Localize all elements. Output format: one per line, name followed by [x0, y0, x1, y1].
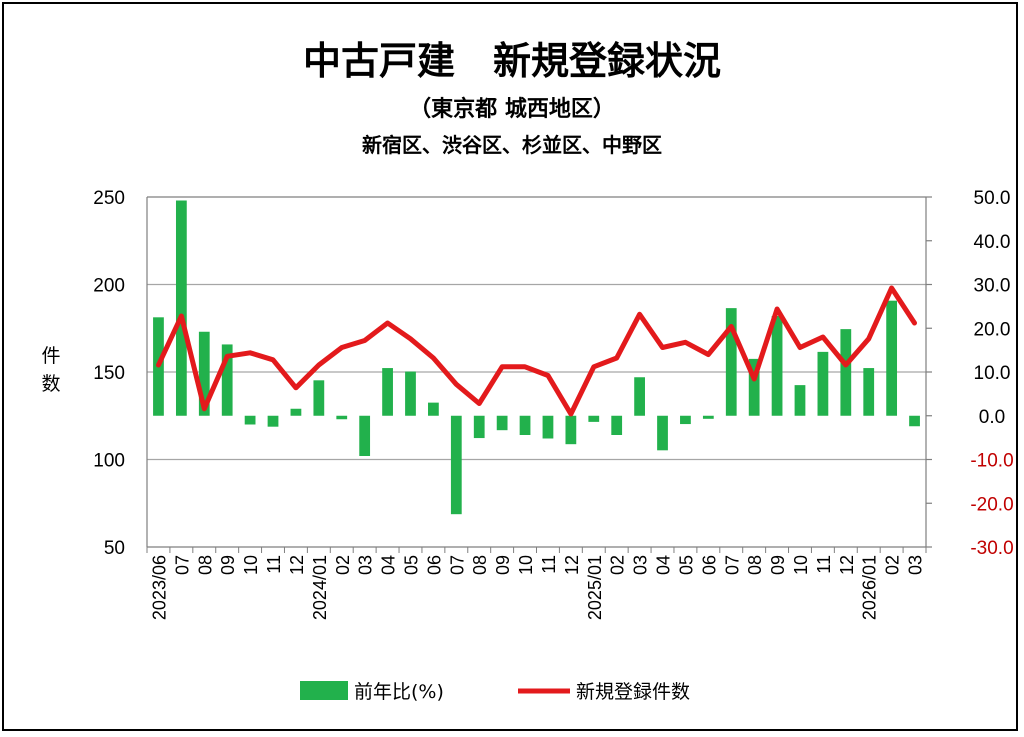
- bar: [221, 344, 233, 416]
- x-tick-label: 07: [447, 555, 467, 575]
- x-tick-label: 09: [493, 555, 513, 575]
- bar: [863, 368, 875, 416]
- bar: [473, 415, 485, 439]
- bar: [359, 415, 371, 456]
- line-series: [156, 285, 917, 417]
- x-tick-label: 10: [241, 555, 261, 575]
- x-tick-label: 2026/01: [860, 555, 880, 620]
- y-axis-label-char: 数: [41, 373, 60, 395]
- x-tick-label: 05: [401, 555, 421, 575]
- bar: [542, 415, 554, 439]
- y-right-tick-label: 20.0: [974, 319, 1011, 340]
- bar: [909, 415, 920, 427]
- x-tick-label: 09: [218, 555, 238, 575]
- x-tick-label: 02: [333, 555, 353, 575]
- bar: [748, 358, 760, 416]
- axes: [146, 196, 932, 553]
- y-right-tick-label: 0.0: [979, 407, 1005, 428]
- bar: [565, 415, 577, 445]
- x-tick-label: 05: [676, 555, 696, 575]
- x-axis-ticks: 2023/06 07 08 09 10 11 12 2024/01 02 03 04 05 06 07 08…: [149, 555, 925, 620]
- y-right-tick-label: 50.0: [974, 188, 1011, 209]
- line-path: [156, 285, 917, 417]
- bar: [771, 316, 783, 416]
- x-tick-label: 03: [356, 555, 376, 575]
- y-left-tick-label: 100: [93, 451, 125, 472]
- x-tick-label: 11: [814, 555, 834, 574]
- y-axis-right-ticks: 50.0 40.0 30.0 20.0 10.0 0.0 -10.0 -20.0 -30.0: [970, 188, 1013, 559]
- y-left-tick-label: 200: [93, 276, 125, 297]
- x-tick-label: 2025/01: [585, 555, 605, 620]
- bar: [428, 402, 439, 416]
- y-right-tick-label: -20.0: [970, 494, 1013, 515]
- bar: [725, 308, 737, 416]
- x-tick-label: 04: [654, 555, 674, 575]
- bar: [336, 415, 348, 420]
- x-tick-label: 2023/06: [149, 555, 169, 620]
- x-tick-label: 03: [906, 555, 926, 575]
- bar: [450, 415, 462, 515]
- x-tick-label: 07: [722, 555, 742, 575]
- bar: [840, 329, 852, 416]
- x-tick-label: 12: [562, 555, 582, 575]
- x-tick-label: 08: [195, 555, 215, 575]
- x-tick-label: 06: [424, 555, 444, 575]
- y-axis-label-left: 件数: [41, 345, 60, 395]
- bar: [175, 200, 187, 416]
- bar: [817, 351, 829, 416]
- chart-subtitle: （東京都 城西地区）: [409, 96, 615, 122]
- bar: [198, 331, 210, 416]
- legend: 前年比(%) 新規登録件数: [300, 681, 690, 703]
- y-left-tick-label: 50: [104, 538, 125, 559]
- y-left-tick-label: 250: [93, 188, 125, 209]
- y-axis-label-char: 件: [41, 345, 60, 367]
- bar: [244, 415, 256, 425]
- bar: [886, 300, 898, 416]
- y-right-tick-label: -10.0: [970, 451, 1013, 472]
- x-tick-label: 03: [631, 555, 651, 575]
- y-right-tick-label: 40.0: [974, 232, 1011, 253]
- x-tick-label: 11: [539, 555, 559, 574]
- x-tick-label: 12: [287, 555, 307, 575]
- chart-svg: 中古戸建 新規登録状況 （東京都 城西地区） 新宿区、渋谷区、杉並区、中野区 件…: [41, 39, 1013, 703]
- legend-label-line: 新規登録件数: [576, 681, 690, 703]
- bar: [702, 415, 714, 419]
- bar: [680, 415, 691, 425]
- x-tick-label: 06: [699, 555, 719, 575]
- bar: [634, 377, 645, 416]
- x-tick-label: 08: [745, 555, 765, 575]
- y-axis-left-ticks: 250 200 150 100 50: [93, 188, 125, 559]
- bar: [588, 415, 600, 422]
- x-tick-label: 09: [768, 555, 788, 575]
- bar: [794, 385, 806, 416]
- chart-title: 中古戸建 新規登録状況: [303, 39, 721, 83]
- bar: [611, 415, 623, 435]
- x-tick-label: 07: [172, 555, 192, 575]
- y-right-tick-label: 30.0: [974, 276, 1011, 297]
- x-tick-label: 12: [837, 555, 857, 575]
- y-left-tick-label: 150: [93, 363, 125, 384]
- bar: [405, 371, 416, 416]
- legend-label-bar: 前年比(%): [354, 681, 444, 703]
- bar: [519, 415, 531, 435]
- bar: [267, 415, 279, 427]
- x-tick-label: 04: [379, 555, 399, 575]
- chart-subtitle-regions: 新宿区、渋谷区、杉並区、中野区: [362, 133, 662, 157]
- x-tick-label: 11: [264, 555, 284, 574]
- x-tick-label: 10: [516, 555, 536, 575]
- x-tick-label: 10: [791, 555, 811, 575]
- x-tick-label: 08: [470, 555, 490, 575]
- x-tick-label: 2024/01: [310, 555, 330, 620]
- x-tick-label: 02: [608, 555, 628, 575]
- bar: [657, 415, 668, 451]
- x-tick-label: 02: [883, 555, 903, 575]
- y-right-tick-label: -30.0: [970, 538, 1013, 559]
- legend-swatch-bar: [300, 681, 348, 700]
- bar: [290, 408, 302, 416]
- y-right-tick-label: 10.0: [974, 363, 1011, 384]
- bar: [313, 380, 325, 416]
- bar: [496, 415, 508, 431]
- bar: [382, 368, 393, 416]
